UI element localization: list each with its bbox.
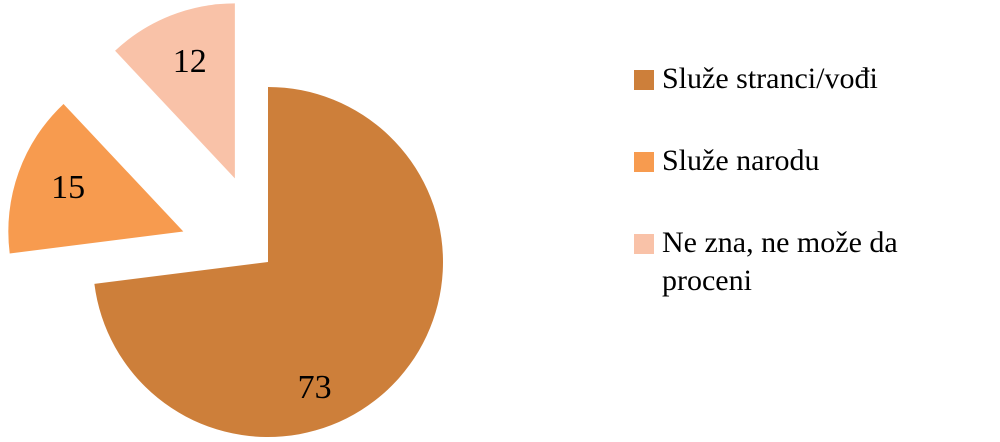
legend-label: Služe narodu xyxy=(662,144,820,177)
legend-label: Ne zna, ne može da proceni xyxy=(662,226,898,297)
legend-swatch xyxy=(634,234,654,254)
legend-swatch xyxy=(634,152,654,172)
data-label: 12 xyxy=(173,43,207,80)
pie-slice xyxy=(94,87,443,437)
pie: 73 15 12 xyxy=(8,3,443,437)
data-label: 73 xyxy=(298,369,332,406)
data-label: 15 xyxy=(51,169,85,206)
pie-slice xyxy=(8,103,184,254)
legend-item: Ne zna, ne može da proceni xyxy=(634,224,994,300)
legend-item: Služe stranci/vođi xyxy=(634,60,994,98)
legend: Služe stranci/vođi Služe narodu Ne zna, ne… xyxy=(634,60,994,344)
pie-slice xyxy=(115,3,235,179)
legend-item: Služe narodu xyxy=(634,142,994,180)
legend-swatch xyxy=(634,70,654,90)
legend-label: Služe stranci/vođi xyxy=(662,62,878,95)
